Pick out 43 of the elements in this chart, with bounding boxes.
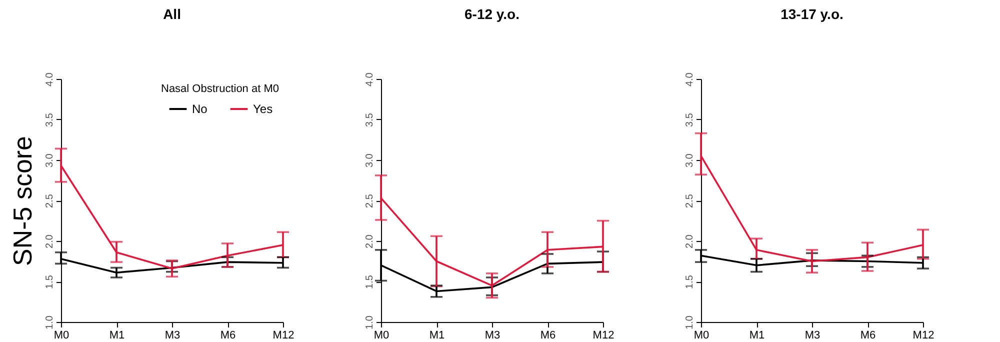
x-tick-label: M6 bbox=[220, 330, 236, 342]
y-tick-label: 3.5 bbox=[44, 112, 56, 127]
y-tick-label: 2.5 bbox=[684, 194, 696, 208]
y-tick-label: 3.0 bbox=[44, 153, 56, 168]
x-tick-label: M3 bbox=[484, 330, 500, 342]
y-tick-label: 3.5 bbox=[364, 112, 376, 127]
y-axis-title: SN-5 score bbox=[8, 136, 38, 266]
y-tick-label: 3.0 bbox=[684, 153, 696, 168]
x-tick-label: M0 bbox=[374, 330, 390, 342]
x-tick-label: M1 bbox=[109, 330, 125, 342]
y-tick-label: 2.5 bbox=[44, 194, 56, 208]
legend-label: Yes bbox=[253, 102, 273, 116]
legend-title: Nasal Obstruction at M0 bbox=[161, 83, 279, 95]
x-tick-label: M6 bbox=[860, 330, 876, 342]
x-tick-label: M1 bbox=[429, 330, 445, 342]
y-tick-label: 4.0 bbox=[44, 72, 56, 86]
x-tick-label: M6 bbox=[540, 330, 556, 342]
chart-title: All bbox=[163, 6, 181, 22]
x-tick-label: M3 bbox=[804, 330, 820, 342]
y-tick-label: 2.0 bbox=[44, 234, 56, 248]
x-tick-label: M3 bbox=[164, 330, 180, 342]
y-tick-label: 3.0 bbox=[364, 153, 376, 168]
x-tick-label: M1 bbox=[749, 330, 765, 342]
y-tick-label: 2.5 bbox=[364, 194, 376, 208]
x-tick-label: M12 bbox=[272, 330, 294, 342]
chart-title: 6-12 y.o. bbox=[464, 6, 520, 22]
y-tick-label: 1.5 bbox=[364, 274, 376, 289]
x-tick-label: M0 bbox=[694, 330, 710, 342]
y-tick-label: 4.0 bbox=[364, 72, 376, 86]
legend-label: No bbox=[192, 102, 208, 116]
chart-title: 13-17 y.o. bbox=[780, 6, 844, 22]
x-tick-label: M12 bbox=[912, 330, 934, 342]
y-tick-label: 1.0 bbox=[364, 315, 376, 330]
y-tick-label: 1.0 bbox=[44, 315, 56, 330]
y-tick-label: 1.5 bbox=[684, 274, 696, 289]
y-tick-label: 1.5 bbox=[44, 274, 56, 289]
y-tick-label: 4.0 bbox=[684, 72, 696, 86]
y-tick-label: 2.0 bbox=[364, 234, 376, 248]
y-tick-label: 1.0 bbox=[684, 315, 696, 330]
y-tick-label: 2.0 bbox=[684, 234, 696, 248]
x-tick-label: M12 bbox=[592, 330, 614, 342]
y-tick-label: 3.5 bbox=[684, 112, 696, 127]
x-tick-label: M0 bbox=[54, 330, 70, 342]
